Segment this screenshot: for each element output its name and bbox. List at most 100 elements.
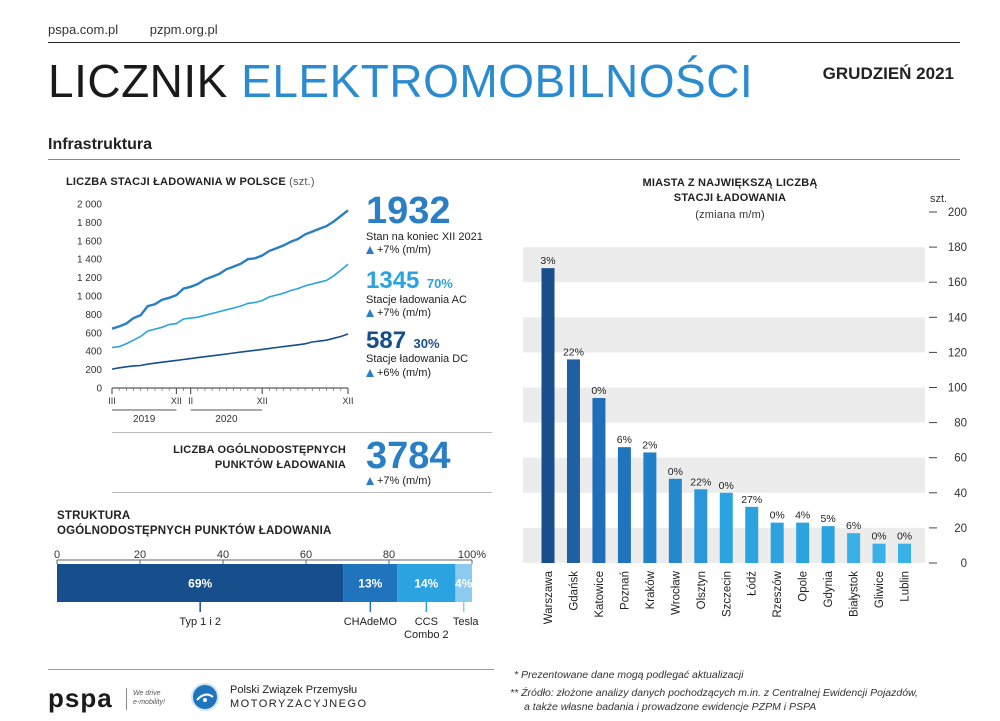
ac-label: Stacje ładowania AC bbox=[366, 294, 467, 306]
top-divider bbox=[48, 42, 960, 43]
structure-tick-label: 40 bbox=[217, 549, 229, 561]
title-part1: LICZNIK bbox=[48, 55, 228, 107]
city-category-label: Gdańsk bbox=[568, 571, 580, 611]
structure-tick-label: 100% bbox=[458, 549, 486, 561]
up-triangle-icon bbox=[366, 246, 374, 254]
city-bar bbox=[592, 398, 606, 563]
footnote-3: a także własne badania i prowadzone ewid… bbox=[524, 701, 817, 713]
city-bar-change-label: 27% bbox=[741, 494, 762, 506]
structure-name-label: CCS bbox=[415, 616, 438, 628]
report-date: GRUDZIEŃ 2021 bbox=[822, 64, 954, 83]
grid-band bbox=[523, 457, 925, 493]
city-bar-change-label: 22% bbox=[563, 346, 584, 358]
dc-label: Stacje ładowania DC bbox=[366, 353, 469, 365]
city-category-label: Rzeszów bbox=[772, 570, 784, 617]
year-label: 2020 bbox=[215, 414, 238, 425]
cities-title-line1: MIASTA Z NAJWIĘKSZĄ LICZBĄ bbox=[642, 177, 818, 189]
structure-tick-label: 20 bbox=[134, 549, 146, 561]
city-bar-change-label: 0% bbox=[770, 510, 785, 522]
x-tick-label: XII bbox=[342, 396, 353, 406]
pspa-link[interactable]: pspa.com.pl bbox=[48, 22, 119, 37]
city-category-label: Gdynia bbox=[823, 570, 835, 607]
y-tick-label: 1 200 bbox=[77, 273, 102, 284]
title-part2: ELEKTROMOBILNOŚCI bbox=[241, 55, 754, 107]
pspa-logo: pspa bbox=[48, 683, 113, 713]
dc-share: 30% bbox=[413, 336, 440, 351]
x-tick-label: III bbox=[108, 396, 116, 406]
structure-title-line1: STRUKTURA bbox=[57, 510, 131, 522]
structure-title-line2: OGÓLNODOSTĘPNYCH PUNKTÓW ŁADOWANIA bbox=[57, 525, 332, 537]
structure-segment bbox=[343, 564, 398, 602]
city-bar bbox=[847, 533, 861, 563]
pzpm-line1: Polski Związek Przemysłu bbox=[230, 684, 358, 696]
structure-tick-label: 60 bbox=[300, 549, 312, 561]
city-bar-change-label: 0% bbox=[668, 466, 683, 478]
structure-segment-label: 69% bbox=[188, 577, 212, 591]
city-bar-change-label: 0% bbox=[719, 480, 734, 492]
cities-chart-title: MIASTA Z NAJWIĘKSZĄ LICZBĄ STACJI ŁADOWA… bbox=[600, 176, 860, 223]
up-triangle-icon bbox=[366, 309, 374, 317]
city-category-label: Opole bbox=[798, 571, 810, 602]
city-bar bbox=[643, 452, 657, 563]
structure-name-label: Tesla bbox=[453, 616, 480, 628]
structure-name-label: Combo 2 bbox=[404, 629, 449, 641]
y-tick-label: 60 bbox=[954, 453, 967, 465]
city-bar bbox=[668, 478, 682, 563]
y-tick-label: 600 bbox=[85, 328, 102, 339]
structure-name-label: CHAdeMO bbox=[344, 616, 398, 628]
city-bar bbox=[796, 522, 810, 563]
city-category-label: Wrocław bbox=[670, 570, 682, 615]
pzpm-name: Polski Związek Przemysłu MOTORYZACYJNEGO bbox=[230, 683, 368, 711]
footer-divider bbox=[48, 669, 494, 670]
cities-title-line2: STACJI ŁADOWANIA bbox=[673, 192, 787, 204]
y-tick-label: 100 bbox=[948, 383, 967, 395]
y-tick-label: 0 bbox=[961, 558, 967, 570]
city-bar-change-label: 4% bbox=[795, 510, 810, 522]
stations-total-label: Stan na koniec XII 2021 bbox=[366, 231, 483, 243]
section-title: Infrastruktura bbox=[48, 136, 153, 153]
logo-separator bbox=[126, 688, 127, 710]
structure-tick-label: 80 bbox=[383, 549, 395, 561]
x-tick-label: II bbox=[188, 396, 193, 406]
y-tick-label: 2 000 bbox=[77, 200, 102, 211]
grid-band bbox=[523, 247, 925, 283]
y-tick-label: 800 bbox=[85, 310, 102, 321]
y-tick-label: 1 800 bbox=[77, 218, 102, 229]
ac-value-group: 1345 70% bbox=[366, 269, 453, 293]
city-category-label: Olsztyn bbox=[696, 571, 708, 609]
stations-total-change: +7% (m/m) bbox=[366, 244, 431, 256]
y-tick-label: 120 bbox=[948, 347, 967, 359]
city-bar bbox=[872, 543, 886, 563]
y-tick-label: 1 400 bbox=[77, 255, 102, 266]
dc-value-group: 587 30% bbox=[366, 329, 440, 353]
city-bar bbox=[541, 268, 555, 563]
pzpm-link[interactable]: pzpm.org.pl bbox=[149, 22, 218, 37]
points-change: +7% (m/m) bbox=[366, 475, 431, 487]
pspa-tagline-line1: We drive bbox=[133, 690, 161, 697]
city-category-label: Gliwice bbox=[874, 571, 886, 608]
city-bar bbox=[617, 447, 631, 563]
x-tick-label: XII bbox=[257, 396, 268, 406]
city-bar bbox=[898, 543, 912, 563]
series-line-1 bbox=[111, 263, 349, 349]
structure-tick-label: 0 bbox=[54, 549, 60, 561]
up-triangle-icon bbox=[366, 477, 374, 485]
ac-change-text: +7% (m/m) bbox=[377, 307, 432, 319]
city-category-label: Katowice bbox=[594, 571, 606, 618]
ac-share: 70% bbox=[426, 276, 453, 291]
cities-subtitle: (zmiana m/m) bbox=[695, 209, 765, 221]
points-title-line1: LICZBA OGÓLNODOSTĘPNYCH bbox=[173, 444, 346, 456]
city-bar bbox=[566, 359, 580, 563]
pspa-tagline-line2: e-mobility! bbox=[133, 699, 165, 706]
y-tick-label: 20 bbox=[954, 523, 967, 535]
stations-title-text: LICZBA STACJI ŁADOWANIA W POLSCE bbox=[66, 176, 286, 188]
series-line-2 bbox=[111, 333, 349, 370]
city-category-label: Łódź bbox=[747, 571, 759, 596]
stations-chart-title: LICZBA STACJI ŁADOWANIA W POLSCE (szt.) bbox=[66, 176, 315, 188]
city-bar bbox=[719, 492, 733, 563]
city-category-label: Poznań bbox=[619, 571, 631, 610]
stations-total-change-text: +7% (m/m) bbox=[377, 244, 432, 256]
structure-segment-label: 13% bbox=[358, 577, 382, 591]
stations-total-value: 1932 bbox=[366, 190, 451, 232]
structure-segment bbox=[455, 564, 472, 602]
